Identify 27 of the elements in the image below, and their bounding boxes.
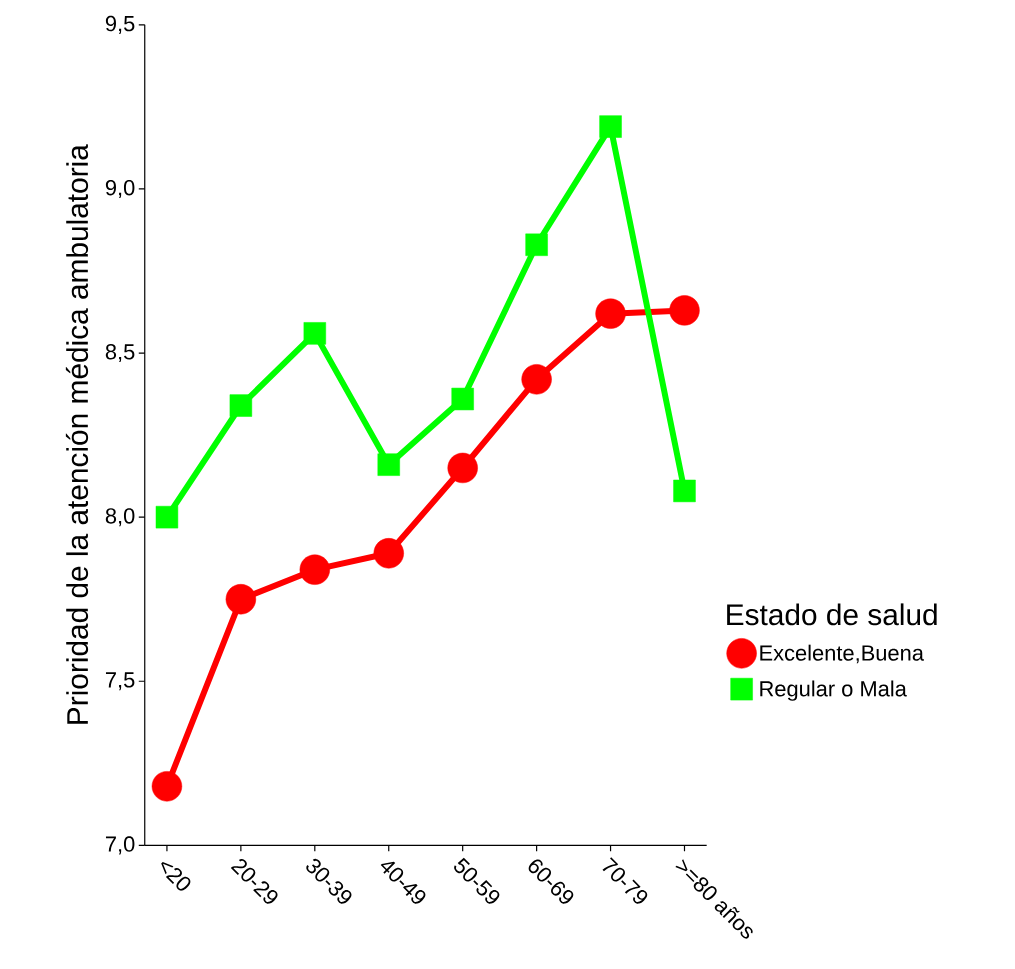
point (229, 394, 253, 417)
point (595, 298, 626, 329)
legend-label: Excelente,Buena (760, 644, 924, 664)
legend-label: Regular o Mala (760, 680, 907, 701)
y-tick-label: 8,0 (105, 508, 135, 527)
y-tick-label: 9,0 (105, 180, 135, 199)
point (673, 479, 696, 503)
y-axis-title: Prioridad de la atención médica ambulatoria (65, 144, 89, 724)
point (451, 387, 474, 411)
point (225, 584, 257, 615)
y-tick-label: 9,5 (105, 15, 135, 35)
point (303, 322, 326, 345)
point (521, 364, 552, 395)
point (447, 452, 478, 484)
x-tick-label: <20 (161, 862, 191, 891)
y-tick-label: 7,0 (105, 836, 135, 855)
point (669, 295, 700, 326)
point (373, 538, 404, 569)
point (151, 771, 183, 802)
point (377, 453, 400, 476)
point (299, 554, 330, 585)
point (525, 233, 548, 257)
legend-title: Estado de salud (727, 603, 937, 626)
point (599, 115, 622, 138)
point (155, 506, 179, 529)
y-tick-label: 7,5 (105, 672, 135, 691)
y-tick-label: 8,5 (105, 344, 135, 363)
